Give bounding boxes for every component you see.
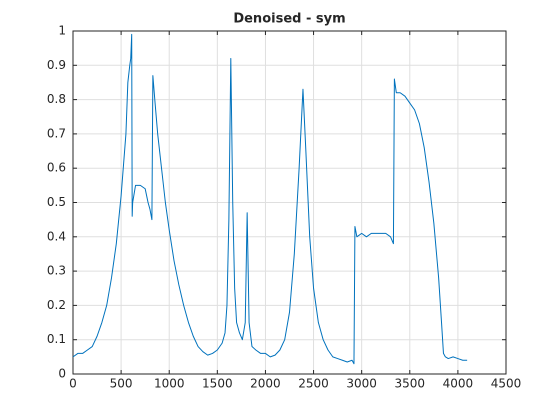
y-tick-label: 0.3 [47, 264, 66, 278]
y-tick-label: 0 [58, 367, 66, 381]
y-tick-label: 1 [58, 24, 66, 38]
y-tick-label: 0.7 [47, 126, 66, 140]
x-tick-label: 2500 [298, 377, 329, 391]
chart-title: Denoised - sym [233, 12, 345, 27]
axes-box [72, 30, 507, 375]
x-tick-label: 3500 [395, 377, 426, 391]
y-tick-label: 0.5 [47, 195, 66, 209]
x-tick-label: 2000 [250, 377, 281, 391]
y-tick-label: 0.6 [47, 161, 66, 175]
y-tick-label: 0.8 [47, 92, 66, 106]
y-tick-label: 0.9 [47, 58, 66, 72]
y-tick-label: 0.4 [47, 229, 66, 243]
y-tick-label: 0.2 [47, 298, 66, 312]
data-line [72, 33, 468, 365]
x-tick-label: 1000 [154, 377, 185, 391]
x-tick-label: 4500 [491, 377, 522, 391]
x-tick-label: 4000 [443, 377, 474, 391]
x-tick-label: 3000 [346, 377, 377, 391]
x-tick-label: 0 [69, 377, 77, 391]
x-tick-label: 500 [110, 377, 133, 391]
y-tick-label: 0.1 [47, 332, 66, 346]
x-tick-label: 1500 [202, 377, 233, 391]
